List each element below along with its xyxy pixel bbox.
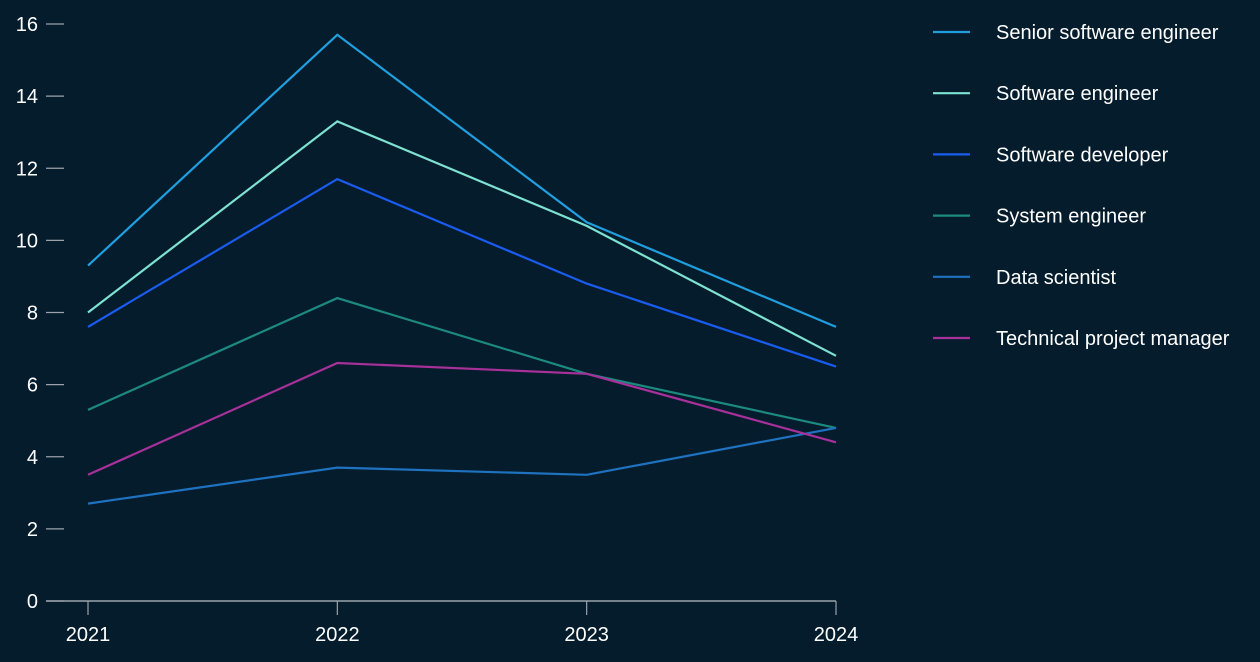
x-tick-label: 2023	[564, 624, 609, 646]
series-lines	[87, 33, 837, 505]
axes: 0 2 4 6 8 10 12 14 16 2021 2022 2023 2024	[16, 14, 859, 646]
y-tick-label: 16	[16, 14, 38, 36]
x-tick-label: 2022	[315, 624, 360, 646]
y-tick-label: 8	[27, 303, 38, 325]
x-tick-label: 2021	[66, 624, 111, 646]
y-tick-label: 10	[16, 230, 38, 252]
series-line-software-engineer	[87, 120, 837, 357]
series-line-senior-software-engineer	[87, 33, 837, 328]
legend-label-senior-software-engineer: Senior software engineer	[996, 22, 1219, 44]
y-tick-label: 4	[27, 447, 38, 469]
legend-label-software-developer: Software developer	[996, 144, 1169, 166]
legend-label-data-scientist: Data scientist	[996, 267, 1116, 289]
legend-label-software-engineer: Software engineer	[996, 83, 1159, 105]
y-tick-label: 6	[27, 375, 38, 397]
series-line-software-developer	[87, 177, 837, 368]
x-tick-label: 2024	[814, 624, 859, 646]
series-line-data-scientist	[87, 426, 837, 505]
y-tick-label: 14	[16, 86, 38, 108]
legend-label-system-engineer: System engineer	[996, 206, 1146, 228]
y-tick-label: 0	[27, 591, 38, 613]
series-line-technical-project-manager	[87, 361, 837, 476]
series-line-system-engineer	[87, 296, 837, 429]
y-tick-label: 2	[27, 519, 38, 541]
y-tick-label: 12	[16, 158, 38, 180]
legend-label-technical-project-manager: Technical project manager	[996, 328, 1230, 350]
legend: Senior software engineer Software enginee…	[933, 22, 1230, 350]
